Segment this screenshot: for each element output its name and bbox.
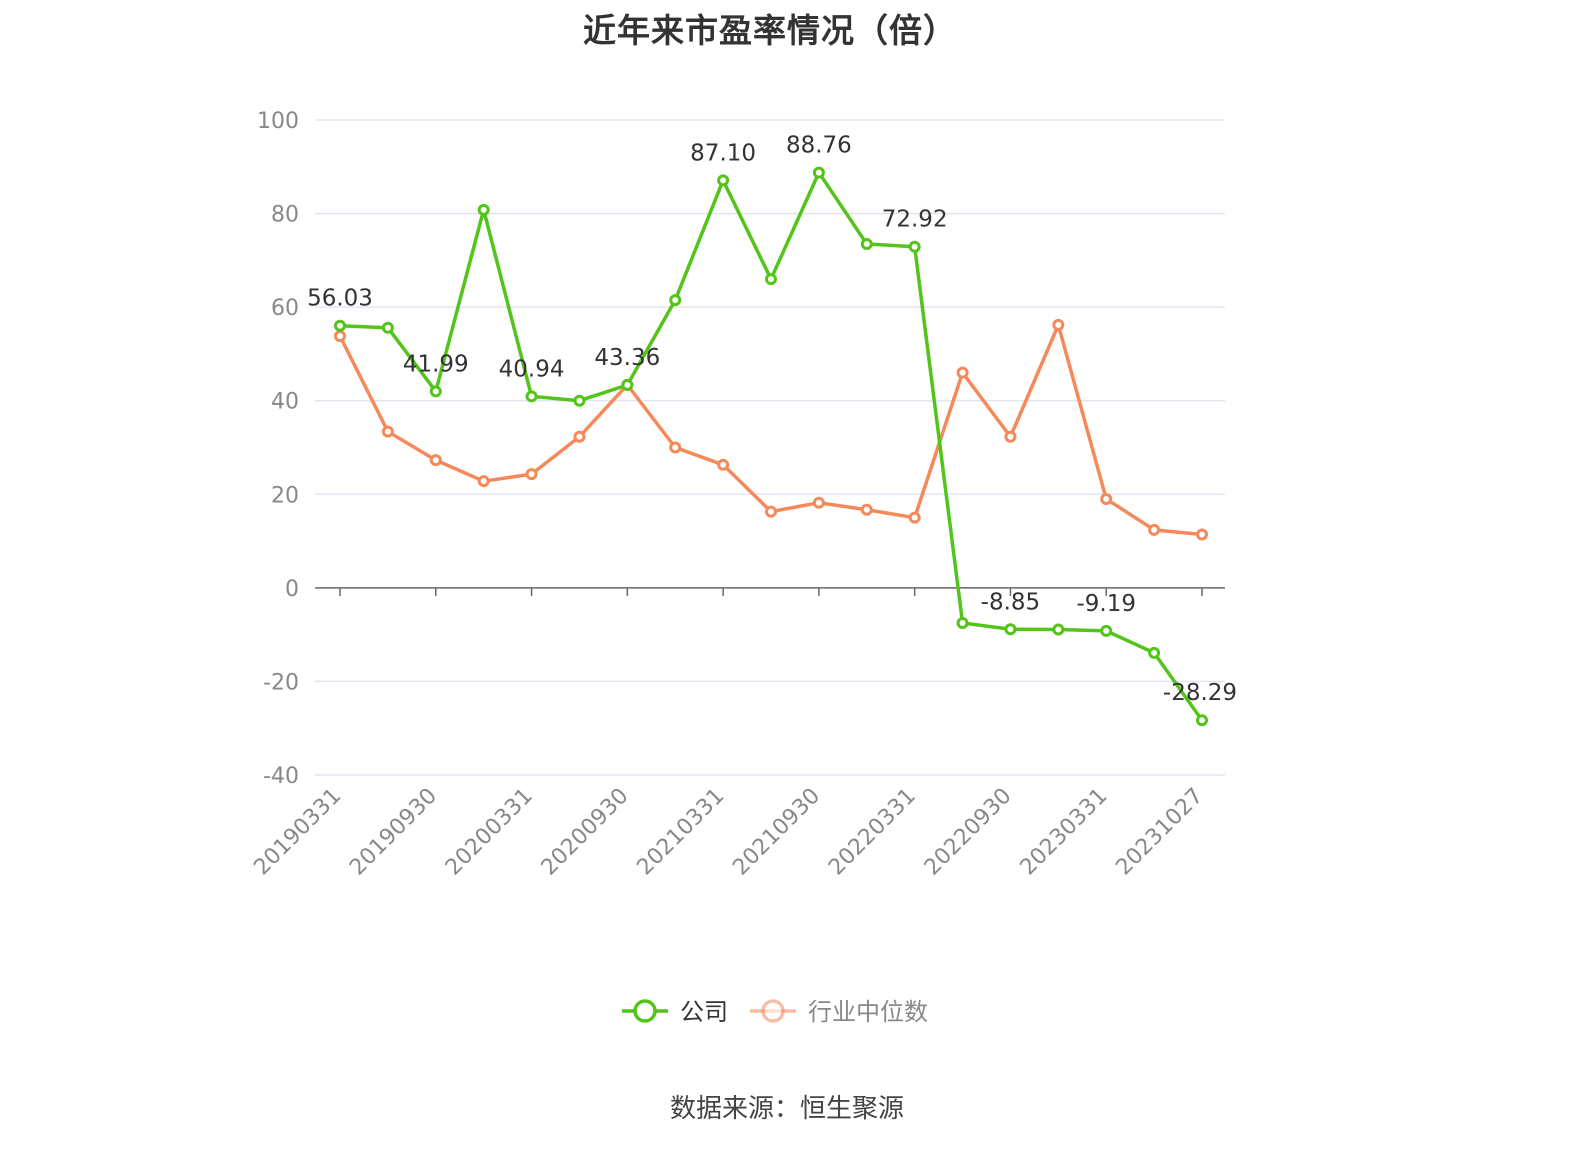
data-point xyxy=(573,394,586,407)
x-tick-label: 20200930 xyxy=(537,784,634,881)
grid-lines xyxy=(315,119,1225,776)
y-tick-label: 100 xyxy=(257,109,299,134)
x-tick-label: 20190331 xyxy=(249,784,346,881)
legend-marker xyxy=(761,999,785,1023)
x-tick-label: 20231027 xyxy=(1111,784,1208,881)
data-point xyxy=(1004,623,1017,636)
series-line xyxy=(338,170,1204,722)
data-labels: 56.03 41.99 40.94 43.36 87.10 88.76 72.92 -8.85… xyxy=(307,133,1237,707)
x-tick-label: 20220930 xyxy=(920,784,1017,881)
data-point xyxy=(908,511,921,524)
data-point xyxy=(477,475,490,488)
x-tick-label: 20210930 xyxy=(728,784,825,881)
data-point xyxy=(717,458,730,471)
legend-marker xyxy=(633,999,657,1023)
data-point xyxy=(1100,624,1113,637)
data-point xyxy=(381,425,394,438)
data-point xyxy=(573,430,586,443)
data-point xyxy=(1148,646,1161,659)
data-label: 43.36 xyxy=(594,345,660,371)
y-tick-label: 20 xyxy=(271,483,299,508)
data-point xyxy=(669,441,682,454)
chart-title: 近年来市盈率情况（倍） xyxy=(583,11,957,50)
y-tick-label: 40 xyxy=(271,390,299,415)
data-point xyxy=(1196,714,1208,727)
data-point xyxy=(717,174,730,187)
x-tick-label: 20210331 xyxy=(632,784,729,881)
data-point xyxy=(1004,430,1017,443)
x-tick-label: 20220331 xyxy=(824,784,921,881)
x-tick-label: 20230331 xyxy=(1016,784,1113,881)
data-point xyxy=(860,237,873,250)
x-tick-label: 20200331 xyxy=(441,784,538,881)
legend-label: 公司 xyxy=(680,998,728,1026)
data-point xyxy=(429,385,442,398)
data-point xyxy=(956,366,969,379)
data-label: -28.29 xyxy=(1163,680,1237,706)
data-point xyxy=(621,378,634,391)
data-source: 数据来源：恒生聚源 xyxy=(669,1094,904,1124)
data-label: 72.92 xyxy=(882,207,948,233)
data-label: 41.99 xyxy=(403,351,469,377)
y-tick-label: 0 xyxy=(285,577,299,602)
y-tick-label: 80 xyxy=(271,203,299,228)
data-point xyxy=(477,203,490,216)
y-tick-label: 60 xyxy=(271,296,299,321)
data-point xyxy=(429,454,442,467)
data-point xyxy=(812,166,825,179)
data-label: -9.19 xyxy=(1076,591,1136,617)
data-point xyxy=(1196,528,1208,541)
data-point xyxy=(860,503,873,516)
data-label: 88.76 xyxy=(786,133,852,159)
data-label: 87.10 xyxy=(690,140,756,166)
data-point xyxy=(525,468,538,481)
data-point xyxy=(334,330,346,343)
data-point xyxy=(334,319,346,332)
data-point xyxy=(765,505,777,518)
data-point xyxy=(908,240,921,253)
data-label: 56.03 xyxy=(307,286,373,312)
legend-label: 行业中位数 xyxy=(808,998,928,1026)
data-point xyxy=(1148,523,1161,536)
data-point xyxy=(525,390,538,403)
data-point xyxy=(765,273,777,286)
data-point xyxy=(956,616,969,629)
series-lines xyxy=(338,170,1204,722)
data-point xyxy=(812,496,825,509)
data-point xyxy=(1052,318,1065,331)
data-point xyxy=(1100,492,1113,505)
y-tick-label: -20 xyxy=(263,670,299,695)
series-line xyxy=(338,323,1204,537)
data-point xyxy=(669,294,682,307)
data-points xyxy=(334,166,1208,727)
legend: 公司 行业中位数 xyxy=(622,998,928,1026)
data-point xyxy=(381,321,394,334)
data-point xyxy=(1052,623,1065,636)
data-label: -8.85 xyxy=(981,589,1041,615)
y-tick-label: -40 xyxy=(263,764,299,789)
data-label: 40.94 xyxy=(499,356,565,382)
x-tick-label: 20190930 xyxy=(345,784,442,881)
